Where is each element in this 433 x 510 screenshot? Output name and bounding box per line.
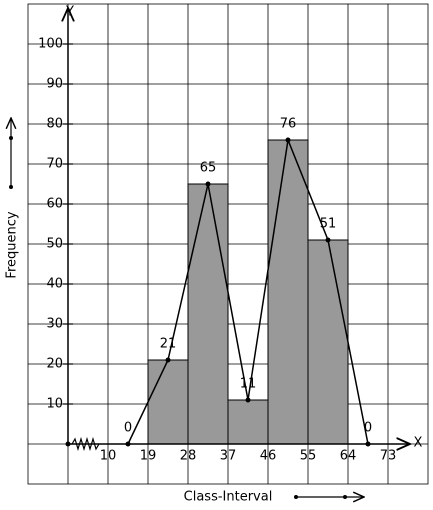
- x-arrow-dot: [294, 495, 298, 499]
- x-tick-label: 28: [180, 449, 197, 464]
- y-tick-label: 20: [46, 357, 63, 372]
- y-tick-label: 50: [46, 237, 63, 252]
- polygon-point: [285, 137, 291, 143]
- x-axis-label: Class-Interval: [184, 490, 273, 505]
- y-tick-label: 90: [46, 77, 63, 92]
- data-label: 0: [124, 421, 132, 436]
- bar: [187, 183, 229, 445]
- x-tick-label: 55: [300, 449, 317, 464]
- y-axis-name: Y: [65, 5, 74, 20]
- plot: [147, 139, 349, 445]
- bar: [267, 139, 309, 445]
- polygon-point: [245, 397, 251, 403]
- axis-break: [71, 436, 100, 452]
- y-tick-label: 10: [46, 397, 63, 412]
- bar: [227, 399, 269, 445]
- x-tick-label: 46: [260, 449, 277, 464]
- polygon-point: [205, 181, 211, 187]
- y-tick-label: 80: [46, 117, 63, 132]
- y-axis-label: Frequency: [5, 211, 20, 278]
- x-tick-label: 10: [100, 449, 117, 464]
- y-tick-label: 30: [46, 317, 63, 332]
- x-tick-label: 37: [220, 449, 237, 464]
- bar: [307, 239, 349, 445]
- x-tick-label: 19: [140, 449, 157, 464]
- data-label: 51: [320, 217, 337, 232]
- y-arrow-dot: [9, 136, 13, 140]
- x-axis-name: X: [414, 436, 423, 451]
- y-tick-label: 100: [38, 37, 63, 52]
- y-tick-label: 60: [46, 197, 63, 212]
- data-label: 65: [200, 161, 217, 176]
- polygon-point: [165, 357, 171, 363]
- polygon-point: [325, 237, 331, 243]
- polygon-point: [365, 441, 371, 447]
- x-arrow-dot: [343, 495, 347, 499]
- polygon-point: [125, 441, 131, 447]
- y-tick-label: 70: [46, 157, 63, 172]
- y-arrow-dot: [9, 185, 13, 189]
- x-tick-label: 73: [380, 449, 397, 464]
- data-label: 11: [240, 377, 257, 392]
- data-label: 0: [364, 421, 372, 436]
- origin: [65, 441, 71, 447]
- data-label: 76: [280, 117, 297, 132]
- bar: [147, 359, 189, 445]
- x-tick-label: 64: [340, 449, 357, 464]
- y-tick-label: 40: [46, 277, 63, 292]
- data-label: 21: [160, 337, 177, 352]
